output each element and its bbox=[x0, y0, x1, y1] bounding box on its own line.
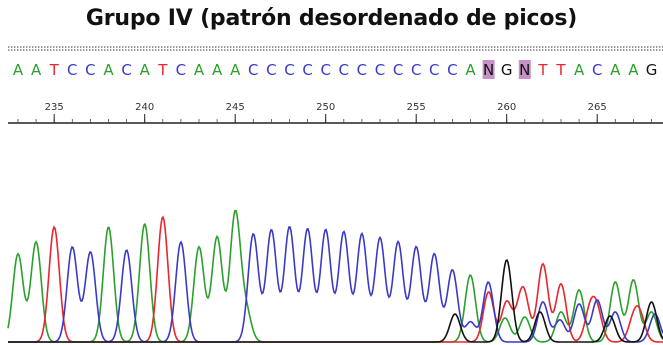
figure-title: Grupo IV (patrón desordenado de picos) bbox=[85, 6, 578, 31]
base-call: C bbox=[248, 61, 258, 79]
base-call: C bbox=[447, 61, 457, 79]
base-call: C bbox=[67, 61, 77, 79]
ruler-label: 245 bbox=[226, 102, 245, 113]
trace-area bbox=[7, 209, 663, 343]
base-call: C bbox=[266, 61, 276, 79]
base-call: A bbox=[610, 61, 621, 79]
base-call: C bbox=[357, 61, 367, 79]
base-call: C bbox=[375, 61, 385, 79]
ruler-label: 250 bbox=[316, 102, 335, 113]
base-call: A bbox=[103, 61, 114, 79]
ruler-label: 265 bbox=[588, 102, 607, 113]
base-call: A bbox=[140, 61, 151, 79]
base-call: T bbox=[157, 61, 168, 79]
base-call: T bbox=[555, 61, 566, 79]
trace-a bbox=[7, 209, 663, 343]
base-call: T bbox=[49, 61, 60, 79]
base-call: N bbox=[483, 61, 494, 79]
base-call: C bbox=[121, 61, 131, 79]
base-call: C bbox=[284, 61, 294, 79]
dotted-border bbox=[8, 46, 663, 51]
trace-g bbox=[8, 258, 663, 343]
base-call: C bbox=[411, 61, 421, 79]
ambiguous-highlight bbox=[482, 60, 495, 79]
base-call: N bbox=[519, 61, 530, 79]
base-call: C bbox=[339, 61, 349, 79]
ruler-label: 260 bbox=[497, 102, 516, 113]
base-call: G bbox=[646, 61, 658, 79]
base-call: C bbox=[302, 61, 312, 79]
base-call: C bbox=[429, 61, 439, 79]
base-call: C bbox=[592, 61, 602, 79]
ruler-label: 235 bbox=[45, 102, 64, 113]
base-call: C bbox=[176, 61, 186, 79]
base-call: C bbox=[393, 61, 403, 79]
base-call: C bbox=[85, 61, 95, 79]
base-call: G bbox=[501, 61, 513, 79]
base-call: T bbox=[537, 61, 548, 79]
ruler-label: 255 bbox=[407, 102, 426, 113]
base-call: A bbox=[465, 61, 476, 79]
base-call: A bbox=[194, 61, 205, 79]
base-call: A bbox=[13, 61, 24, 79]
position-ruler: 235 240 245 250 255 260 265 bbox=[8, 102, 663, 124]
trace-c bbox=[8, 226, 663, 343]
ambiguous-highlight bbox=[518, 60, 531, 79]
base-call: A bbox=[212, 61, 223, 79]
ruler-label: 240 bbox=[135, 102, 154, 113]
base-call: A bbox=[628, 61, 639, 79]
base-call: C bbox=[320, 61, 330, 79]
base-call: A bbox=[31, 61, 42, 79]
base-call: A bbox=[230, 61, 241, 79]
base-call: A bbox=[574, 61, 585, 79]
